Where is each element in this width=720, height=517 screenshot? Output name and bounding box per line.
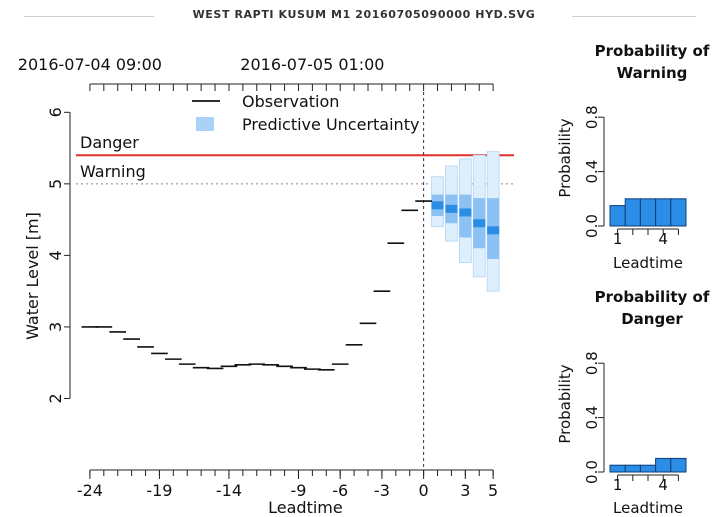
prob-bar [670, 198, 687, 227]
legend-uncertainty-label: Predictive Uncertainty [242, 115, 419, 134]
uncertainty-median [459, 208, 472, 217]
legend: Observation Predictive Uncertainty [192, 92, 419, 134]
top-time-label: 2016-07-05 01:00 [240, 55, 384, 74]
x-tick-label: -6 [332, 481, 348, 500]
uncertainty-median [473, 219, 486, 228]
prob-bar [609, 205, 626, 227]
danger-probability-chart: Probability of Danger 0.0 0.4 0.8 Probability… [556, 288, 710, 517]
prob-chart-title-line: Warning [617, 64, 688, 82]
page-title: WEST RAPTI KUSUM M1 20160705090000 HYD.S… [192, 8, 536, 21]
prob-bar [624, 464, 641, 473]
warning-probability-chart: Probability of Warning 0.0 0.4 0.8 Probabilit… [556, 42, 710, 272]
prob-x-tick-label: 1 [613, 230, 623, 248]
prob-y-axis-label: Probability [556, 118, 574, 197]
threshold-label-warning: Warning [80, 162, 146, 181]
y-tick-label: 6 [46, 107, 65, 117]
legend-observation-label: Observation [242, 92, 339, 111]
prob-y-axis-label: Probability [556, 364, 574, 443]
prob-chart-title: Probability of Warning [595, 42, 710, 82]
x-tick-label: -19 [146, 481, 172, 500]
x-tick-label: 5 [488, 481, 498, 500]
prob-bar [609, 464, 626, 473]
x-tick-label: 0 [419, 481, 429, 500]
x-tick-label: 3 [460, 481, 470, 500]
prob-chart-title-line: Probability of [595, 42, 710, 60]
prob-y-tick-label: 0.8 [583, 351, 601, 375]
x-tick-label: -9 [290, 481, 306, 500]
prob-x-tick-label: 1 [613, 476, 623, 494]
top-time-label: 2016-07-04 09:00 [18, 55, 162, 74]
main-chart: 2016-07-04 09:00 2016-07-05 01:00 2 3 4 5 6 Wat… [18, 55, 514, 517]
y-tick-label: 2 [46, 393, 65, 403]
prob-x-axis-label: Leadtime [613, 499, 683, 517]
threshold-label-danger: Danger [80, 133, 139, 152]
y-tick-label: 4 [46, 250, 65, 260]
prob-chart-title-line: Probability of [595, 288, 710, 306]
prob-y-tick-label: 0.8 [583, 105, 601, 129]
prob-y-tick-label: 0.0 [583, 214, 601, 238]
prob-y-tick-label: 0.4 [583, 406, 601, 430]
prob-bar [670, 457, 687, 473]
prob-bar [639, 198, 657, 227]
header-rule-right [572, 16, 696, 17]
prob-bar [639, 464, 657, 473]
header-rule-left [24, 16, 154, 17]
prob-chart-title: Probability of Danger [595, 288, 710, 328]
page-header: WEST RAPTI KUSUM M1 20160705090000 HYD.S… [0, 6, 720, 28]
prob-x-tick-label: 4 [658, 230, 668, 248]
prob-y-tick-label: 0.0 [583, 460, 601, 484]
x-tick-label: -14 [216, 481, 242, 500]
prob-x-tick-label: 4 [658, 476, 668, 494]
prob-bar [655, 198, 672, 227]
uncertainty-median [445, 204, 458, 213]
y-axis-label: Water Level [m] [23, 212, 42, 340]
x-tick-label: -24 [77, 481, 103, 500]
legend-uncertainty-swatch [196, 117, 214, 131]
uncertainty-median [487, 226, 500, 235]
prob-bar [655, 457, 672, 473]
prob-chart-title-line: Danger [621, 310, 683, 328]
prob-x-axis-label: Leadtime [613, 254, 683, 272]
x-axis-label: Leadtime [268, 498, 343, 517]
uncertainty-median [431, 201, 444, 210]
prob-bar [624, 198, 641, 227]
prob-y-tick-label: 0.4 [583, 160, 601, 184]
y-tick-label: 5 [46, 179, 65, 189]
y-tick-label: 3 [46, 322, 65, 332]
x-tick-label: -3 [374, 481, 390, 500]
